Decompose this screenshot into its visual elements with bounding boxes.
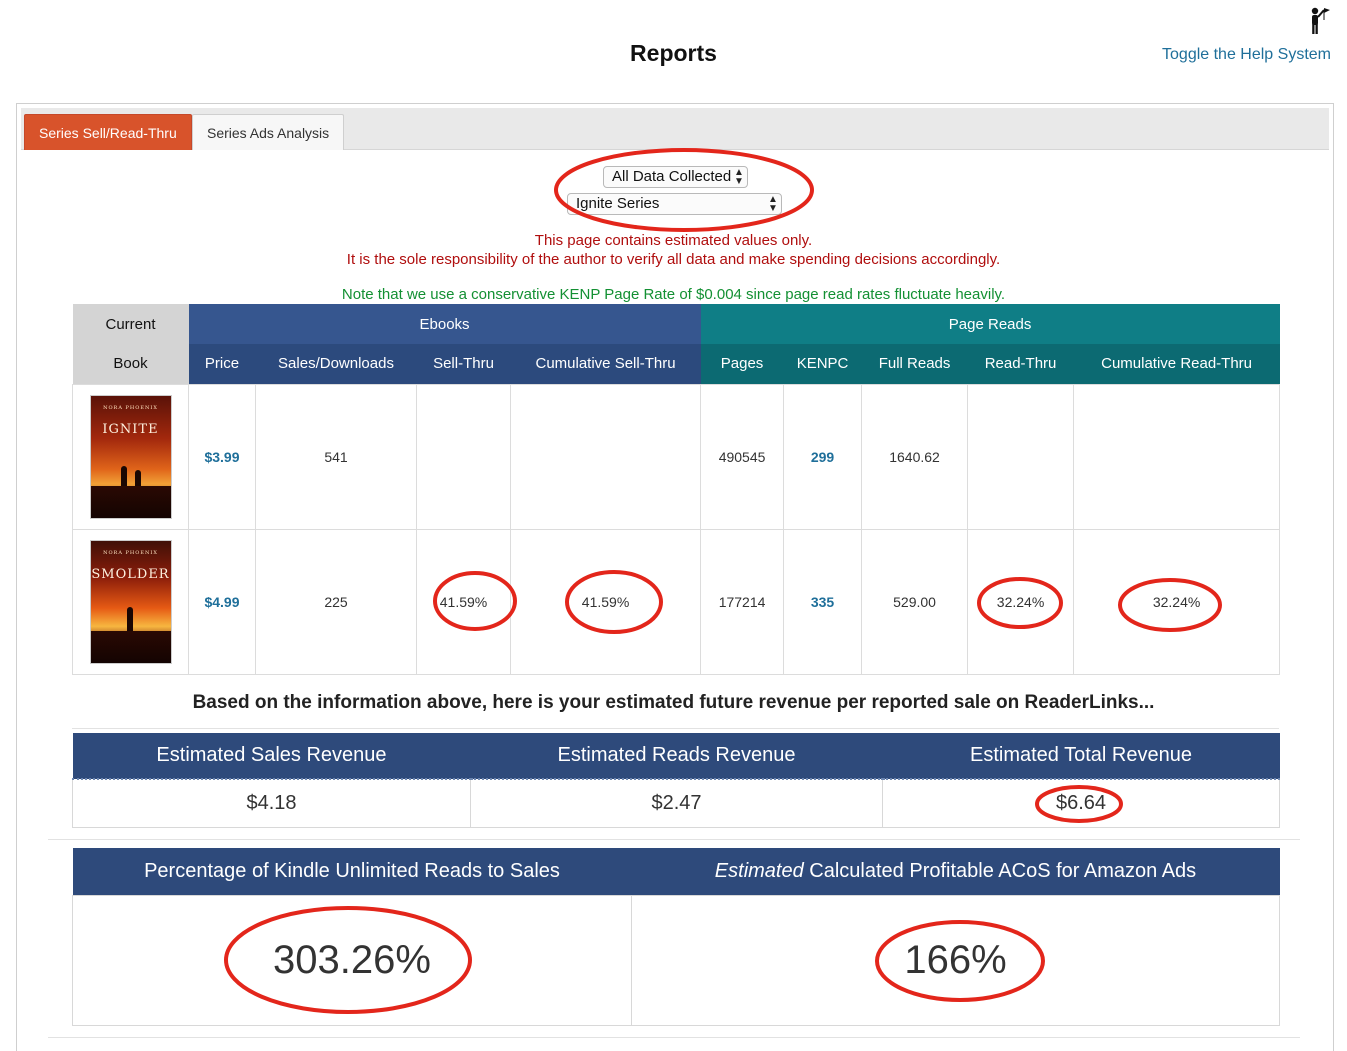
col-header-price: Price <box>188 344 256 384</box>
sales-cell: 541 <box>255 383 417 530</box>
page-title: Reports <box>630 40 717 66</box>
col-header-cum-sell-thru: Cumulative Sell-Thru <box>510 344 701 384</box>
sales-cell: 225 <box>255 528 417 675</box>
header-acos-rest: Calculated Profitable ACoS for Amazon Ad… <box>803 859 1197 882</box>
series-select[interactable]: Ignite Series ▲ ▼ <box>567 193 782 215</box>
col-header-read-thru: Read-Thru <box>967 344 1074 384</box>
col-header-kenpc: KENPC <box>783 344 862 384</box>
header-total-revenue: Estimated Total Revenue <box>882 733 1280 780</box>
book-cover-cell: NORA PHOENIX SMOLDER <box>72 528 189 675</box>
tab-series-sell-read-thru[interactable]: Series Sell/Read-Thru <box>24 114 192 150</box>
group-header-ebooks: Ebooks <box>188 304 701 344</box>
table-row: NORA PHOENIX SMOLDER $4.99 225 41.59% 41… <box>72 528 1281 675</box>
read-thru-cell <box>967 383 1075 530</box>
full-reads-cell: 529.00 <box>861 528 969 675</box>
ku-percentage-value: 303.26% <box>72 894 632 1026</box>
book-cover-image: NORA PHOENIX SMOLDER <box>89 539 172 664</box>
header-profitable-acos: Estimated Calculated Profitable ACoS for… <box>631 848 1280 895</box>
help-person-icon[interactable] <box>1307 6 1331 36</box>
price-link[interactable]: $3.99 <box>188 383 256 530</box>
tab-series-ads-analysis[interactable]: Series Ads Analysis <box>192 114 345 150</box>
period-select-value: All Data Collected <box>612 168 732 185</box>
toggle-help-link[interactable]: Toggle the Help System <box>1162 46 1331 63</box>
estimate-warning: This page contains estimated values only… <box>534 232 813 249</box>
col-header-book: Book <box>72 344 189 384</box>
series-table: Current Ebooks Page Reads Book Price Sal… <box>72 304 1281 675</box>
book-cover-image: NORA PHOENIX IGNITE <box>89 394 172 519</box>
full-reads-cell: 1640.62 <box>861 383 969 530</box>
reads-revenue-value: $2.47 <box>470 778 883 828</box>
cover-author: NORA PHOENIX <box>103 549 158 556</box>
kenpc-link[interactable]: 335 <box>783 528 863 675</box>
period-select[interactable]: All Data Collected ▲ ▼ <box>603 166 748 188</box>
series-select-value: Ignite Series <box>576 195 660 212</box>
tab-bar: Series Sell/Read-Thru Series Ads Analysi… <box>21 108 1329 150</box>
sell-thru-cell: 41.59% <box>416 528 511 675</box>
read-thru-cell: 32.24% <box>967 528 1075 675</box>
select-arrows-icon: ▲ ▼ <box>734 167 744 187</box>
cum-read-thru-cell: 32.24% <box>1073 528 1281 675</box>
total-revenue-value: $6.64 <box>882 778 1280 828</box>
col-header-full-reads: Full Reads <box>861 344 968 384</box>
pages-cell: 177214 <box>700 528 785 675</box>
header-acos-estimated: Estimated <box>714 859 804 882</box>
cover-title: IGNITE <box>102 421 159 437</box>
col-header-sales: Sales/Downloads <box>255 344 417 384</box>
sales-revenue-value: $4.18 <box>72 778 471 828</box>
sell-thru-cell <box>416 383 511 530</box>
header-sales-revenue: Estimated Sales Revenue <box>72 733 471 780</box>
cover-title: SMOLDER <box>91 566 170 582</box>
col-header-sell-thru: Sell-Thru <box>416 344 511 384</box>
col-header-pages: Pages <box>700 344 784 384</box>
stats-table: Percentage of Kindle Unlimited Reads to … <box>72 848 1280 1026</box>
pages-cell: 490545 <box>700 383 785 530</box>
kenpc-link[interactable]: 299 <box>783 383 863 530</box>
revenue-intro: Based on the information above, here is … <box>192 692 1155 713</box>
header-ku-percentage: Percentage of Kindle Unlimited Reads to … <box>72 848 632 895</box>
book-cover-cell: NORA PHOENIX IGNITE <box>72 383 189 530</box>
select-arrows-icon: ▲ ▼ <box>768 194 778 214</box>
group-header-page-reads: Page Reads <box>700 304 1280 344</box>
group-header-current: Current <box>72 304 189 344</box>
cum-read-thru-cell <box>1073 383 1281 530</box>
price-link[interactable]: $4.99 <box>188 528 256 675</box>
profitable-acos-value: 166% <box>631 894 1280 1026</box>
header-reads-revenue: Estimated Reads Revenue <box>470 733 883 780</box>
kenp-rate-note: Note that we use a conservative KENP Pag… <box>341 286 1006 303</box>
cum-sell-thru-cell <box>509 383 702 530</box>
col-header-cum-read-thru: Cumulative Read-Thru <box>1073 344 1280 384</box>
revenue-table: Estimated Sales Revenue Estimated Reads … <box>72 733 1280 828</box>
responsibility-warning: It is the sole responsibility of the aut… <box>346 251 1001 268</box>
cover-author: NORA PHOENIX <box>103 404 158 411</box>
cum-sell-thru-cell: 41.59% <box>509 528 702 675</box>
table-row: NORA PHOENIX IGNITE $3.99 541 490545 299… <box>72 383 1281 530</box>
